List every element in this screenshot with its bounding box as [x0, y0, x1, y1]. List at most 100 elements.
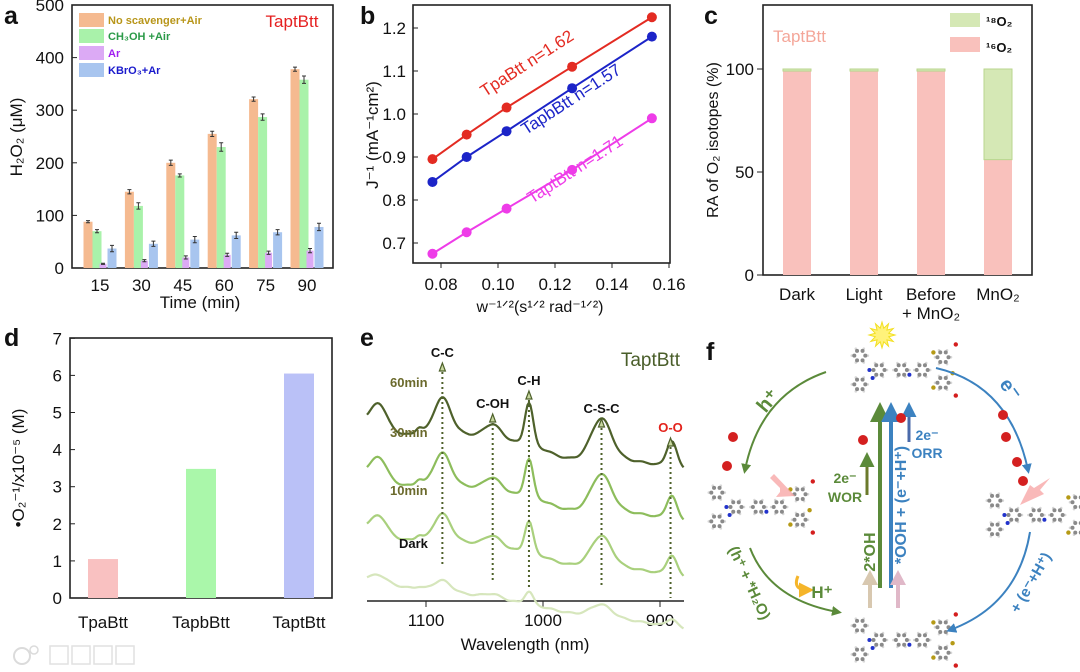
c-atom [712, 524, 717, 529]
y-tick-label: 0.9 [382, 148, 406, 167]
error-bar [151, 240, 156, 247]
panel-c-frame [762, 4, 1033, 276]
c-atom [917, 642, 922, 647]
data-point [646, 113, 657, 124]
c-atom [902, 642, 907, 647]
c-atom [1070, 500, 1075, 505]
c-atom [893, 638, 898, 642]
c-atom [1017, 513, 1022, 517]
x-tick-label: 60 [215, 276, 234, 295]
c-atom [1037, 517, 1042, 522]
bar-16O2 [850, 71, 878, 275]
c-atom [1057, 508, 1062, 513]
c-atom [946, 355, 951, 360]
c-atom [795, 496, 800, 501]
bar [133, 205, 143, 268]
molecule-top [850, 342, 958, 398]
series-label: 10min [390, 483, 428, 498]
s-atom [931, 620, 936, 625]
bar [284, 373, 314, 598]
error-bar [86, 220, 90, 224]
c-atom [990, 522, 995, 527]
y-tick-label: 4 [53, 441, 62, 460]
oxygen-molecule-icon [1018, 476, 1028, 486]
s-atom [931, 655, 936, 660]
series-label: Dark [399, 536, 429, 551]
s-atom [931, 350, 936, 355]
c-atom [904, 638, 909, 642]
peak-label: C-C [431, 345, 455, 360]
label-orr: ORR [911, 445, 942, 461]
c-atom [922, 642, 927, 647]
c-atom [860, 618, 865, 623]
chart-title: TaptBtt [621, 350, 681, 371]
y-tick-label: 7 [53, 329, 62, 348]
error-bar [127, 189, 132, 195]
legend-label: KBrO₃+Ar [108, 65, 161, 77]
c-atom [717, 524, 722, 529]
bar-16O2 [783, 71, 811, 275]
watermark-glyph [71, 645, 91, 665]
error-bar [308, 248, 312, 254]
n-atom [870, 646, 875, 650]
label-2oh: 2*OH [862, 532, 879, 571]
y-tick-label: 300 [36, 101, 64, 120]
c-atom [1037, 508, 1042, 513]
x-tick-label: 15 [91, 276, 110, 295]
c-atom [896, 372, 901, 377]
peak-label: C-S-C [583, 401, 620, 416]
y-tick-label: 1.2 [382, 19, 406, 38]
x-tick-label: 0.08 [424, 275, 457, 294]
y-tick-label: 0 [745, 266, 754, 285]
c-atom [1073, 530, 1078, 535]
c-atom [803, 517, 808, 522]
c-atom [709, 519, 714, 524]
data-point [427, 154, 438, 165]
c-atom [1073, 495, 1078, 500]
y-tick-label: 0 [53, 589, 62, 608]
watermark-icon [29, 645, 39, 655]
c-atom [1052, 517, 1057, 522]
bar-18O2 [849, 68, 879, 72]
y-axis-label: H₂O₂ (μM) [7, 98, 26, 177]
y-axis-label: RA of O₂ isotopes (%) [705, 62, 722, 218]
c-atom [925, 638, 930, 642]
c-atom [717, 485, 722, 490]
c-atom [712, 514, 717, 519]
c-atom [879, 642, 884, 647]
data-point [567, 164, 578, 175]
c-atom [1060, 513, 1065, 517]
c-atom [1028, 513, 1033, 517]
c-atom [1014, 508, 1019, 513]
c-atom [759, 500, 764, 505]
c-atom [998, 527, 1003, 532]
sun-icon [867, 320, 897, 350]
c-atom [1073, 504, 1078, 509]
s-atom [931, 385, 936, 390]
c-atom [720, 519, 725, 524]
data-point [567, 83, 578, 94]
y-tick-label: 3 [53, 478, 62, 497]
series-label: 30min [390, 425, 428, 440]
x-tick-label: Dark [779, 285, 815, 304]
x-tick-label: Before [906, 285, 956, 304]
c-atom [800, 513, 805, 518]
panel-letter-f: f [706, 338, 715, 366]
c-atom [943, 629, 948, 634]
label-h2o-step: (h⁺ + *H₂O) [725, 544, 774, 623]
y-tick-label: 100 [726, 60, 754, 79]
c-atom [863, 623, 868, 628]
n-atom [1042, 517, 1047, 522]
c-atom [874, 642, 879, 647]
c-atom [987, 527, 992, 532]
c-atom [860, 387, 865, 392]
c-atom [922, 633, 927, 638]
data-point [567, 61, 578, 72]
bar [99, 263, 107, 268]
bar [166, 162, 176, 268]
n-atom [907, 642, 912, 647]
error-bar [110, 244, 114, 253]
label-proton: H⁺ [811, 583, 832, 602]
x-tick-label: 0.12 [538, 275, 571, 294]
panel-b-frame [412, 4, 671, 264]
